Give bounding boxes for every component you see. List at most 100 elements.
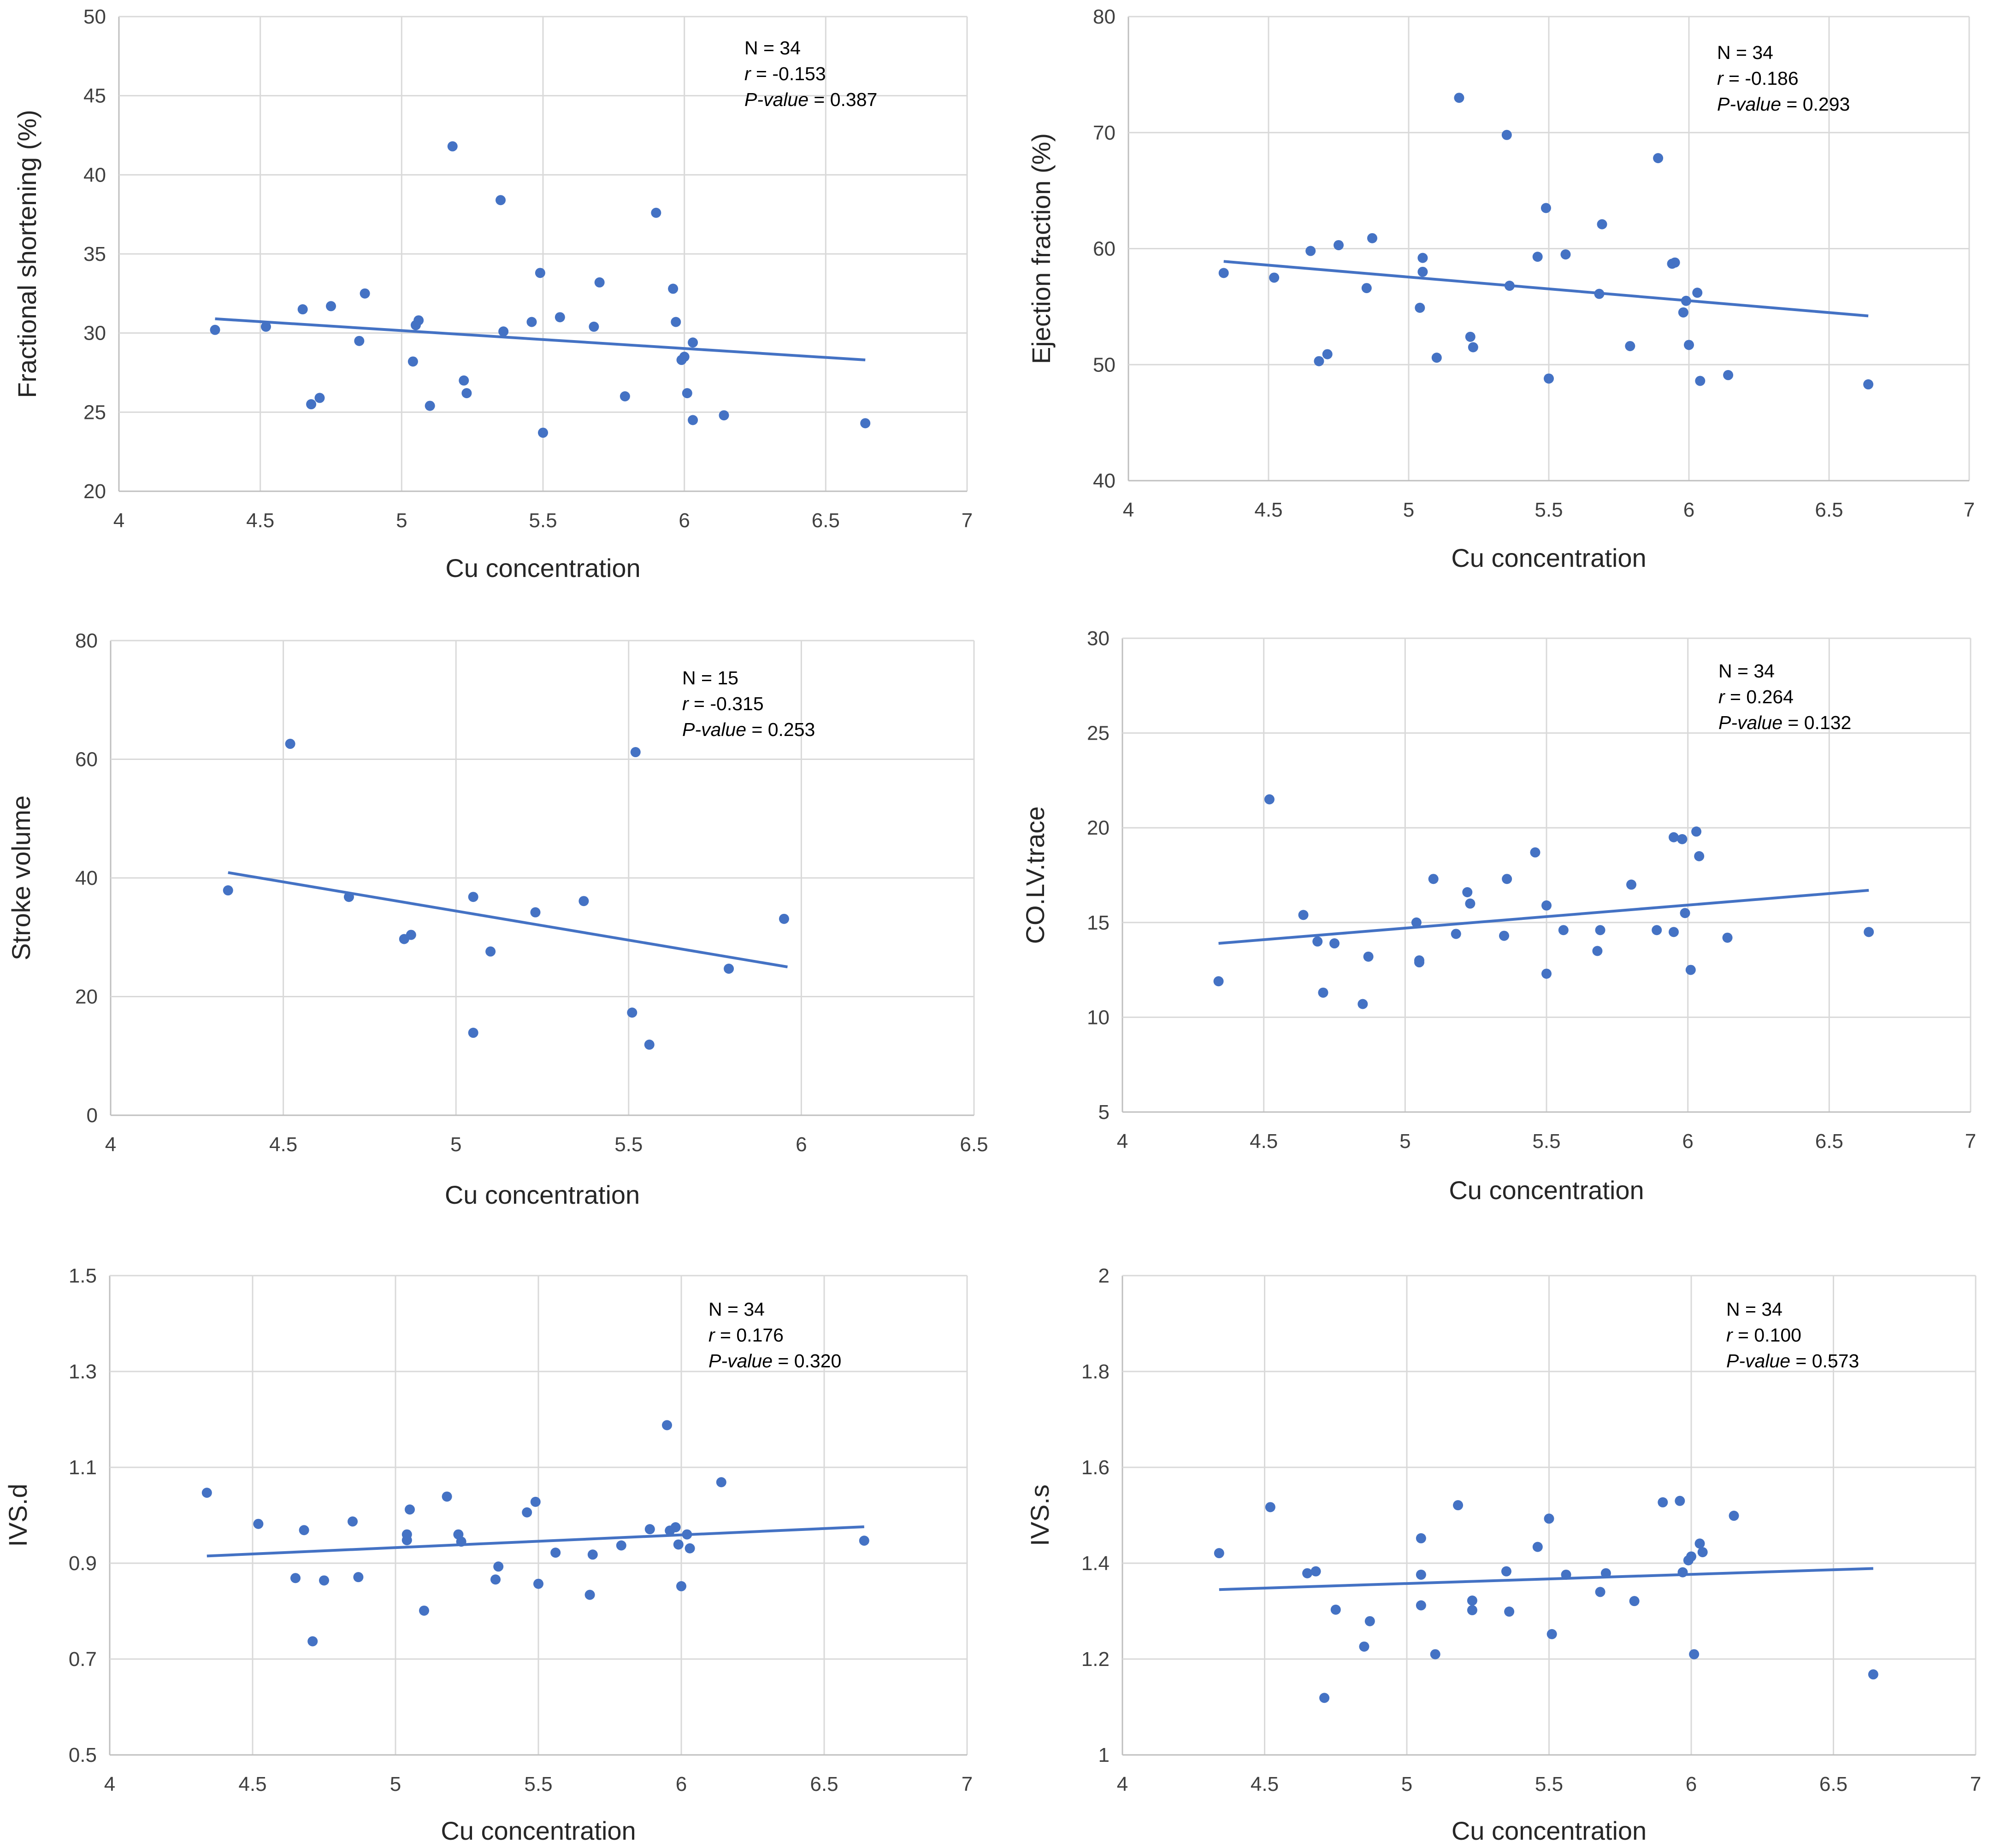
data-point [1462,887,1473,898]
data-point [1680,908,1690,918]
data-point [468,1028,478,1038]
stat-n: N = 34 [708,1299,765,1320]
x-tick-label: 7 [1970,1773,1981,1795]
data-point [688,337,698,348]
chart-co-lv-trace: 4 4.5 5 5.5 6 6.5 7 5 10 15 20 25 30 Cu concentration… [1021,627,1976,1205]
y-tick-label: 1 [1098,1744,1110,1766]
stat-r-label: r [708,1324,716,1346]
y-axis-title: CO.LV.trace [1021,806,1050,944]
stat-r-value: = -0.315 [689,693,764,714]
data-point [1864,927,1874,937]
x-tick-label: 5.5 [1535,1773,1563,1795]
y-tick-label: 50 [1093,353,1116,376]
data-point [1694,1538,1705,1549]
y-tick-label: 15 [1087,912,1110,934]
x-tick-label: 4 [113,509,124,532]
stat-p: P-value = 0.387 [744,89,877,110]
data-point [1504,1607,1515,1617]
x-tick-label: 6 [1682,1130,1693,1153]
data-point [1670,257,1680,268]
data-point [627,1007,637,1018]
y-tick-label: 5 [1098,1101,1110,1124]
data-point [461,388,472,399]
x-axis-title: Cu concentration [445,553,640,583]
data-point [1560,249,1571,260]
stat-n: N = 34 [1718,660,1775,682]
x-tick-label: 5 [1399,1130,1411,1153]
data-point [1691,826,1702,837]
x-tick-label: 4 [1117,1130,1128,1153]
data-point [297,304,308,315]
data-point [1214,1548,1224,1559]
y-axis-title: Stroke volume [6,795,35,960]
trendline [1218,889,1869,945]
x-tick-label: 6 [679,509,690,532]
data-point [679,352,690,362]
data-point [779,913,789,924]
x-tick-label: 5.5 [1532,1130,1560,1153]
data-point [584,1589,595,1600]
data-point [1544,373,1554,384]
data-point [1453,1500,1464,1511]
trendline [228,871,788,969]
x-tick-label: 6.5 [812,509,840,532]
y-tick-label: 2 [1098,1265,1110,1287]
x-tick-label: 5 [390,1773,401,1795]
data-point [1310,1566,1321,1577]
x-tick-label: 5 [450,1133,461,1156]
data-point [223,885,233,896]
data-point [522,1507,532,1518]
y-tick-label: 1.6 [1081,1456,1110,1479]
x-tick-label: 5.5 [1535,499,1563,521]
x-tick-label: 7 [962,509,973,532]
x-tick-label: 6 [676,1773,687,1795]
x-tick-label: 4 [105,1133,116,1156]
data-point [1686,1551,1696,1562]
data-point [587,1549,598,1560]
x-axis-title: Cu concentration [1449,1176,1644,1205]
stat-r: r = -0.186 [1717,68,1799,89]
data-point [354,335,365,346]
x-axis-title: Cu concentration [445,1180,640,1209]
x-tick-label: 5 [1401,1773,1412,1795]
data-point [307,1636,318,1647]
stat-r-label: r [682,693,690,714]
y-tick-label: 1.4 [1081,1552,1110,1575]
stat-r-value: = 0.100 [1733,1324,1801,1346]
data-point [1218,268,1229,278]
data-point [1417,253,1428,263]
data-point [1334,240,1344,250]
y-axis-title: IVS.d [3,1484,32,1547]
data-point [1685,965,1696,975]
stat-r: r = 0.264 [1718,686,1794,707]
data-point [1213,976,1224,987]
data-point [456,1536,466,1547]
data-point [442,1491,452,1502]
data-point [496,195,506,206]
y-tick-label: 35 [83,243,106,265]
x-tick-label: 7 [1964,499,1975,521]
y-tick-label: 45 [83,85,106,107]
stat-p-value: = 0.387 [809,89,877,110]
stat-r-value: = 0.264 [1725,686,1794,707]
y-tick-label: 40 [1093,470,1116,492]
data-point [1863,379,1874,390]
data-point [407,356,418,367]
data-point [1451,929,1461,939]
data-point [1530,847,1541,858]
stat-p-value: = 0.293 [1781,94,1850,115]
y-tick-label: 1.5 [69,1265,97,1287]
stat-p-label: P-value [708,1350,773,1371]
stat-r: r = 0.176 [708,1324,784,1346]
stat-p-value: = 0.253 [746,719,815,740]
data-point [285,739,295,749]
data-point [405,1504,415,1515]
data-point [1868,1669,1878,1680]
y-tick-label: 25 [1087,722,1110,745]
y-axis-title: IVS.s [1025,1484,1054,1546]
data-point [1302,1568,1313,1578]
stat-n: N = 34 [1717,42,1773,63]
data-point [682,1529,692,1540]
x-tick-label: 7 [1965,1130,1976,1153]
y-tick-label: 40 [75,867,98,889]
